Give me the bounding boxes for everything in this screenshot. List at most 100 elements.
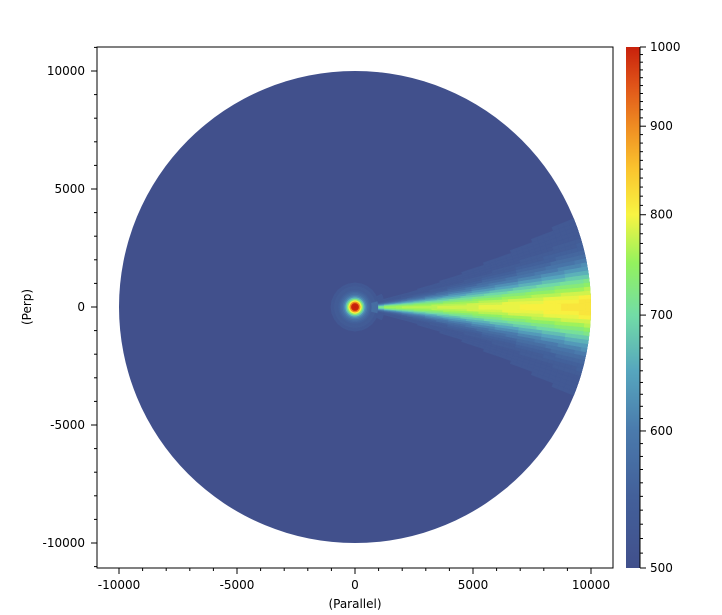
field-cell: [543, 309, 551, 315]
field-cell: [561, 302, 568, 308]
field-cell: [587, 268, 591, 275]
field-cell: [508, 306, 515, 311]
field-cell: [531, 300, 539, 305]
field-cell: [588, 335, 591, 342]
field-cell: [572, 314, 580, 320]
field-cell: [577, 227, 586, 235]
field-cell: [502, 303, 509, 308]
field-cell: [585, 351, 591, 358]
y-tick-label: -5000: [50, 418, 85, 432]
field-cell: [549, 299, 556, 304]
field-cell: [572, 306, 580, 312]
field-cell: [561, 299, 568, 304]
field-cell: [584, 355, 591, 362]
field-cell: [519, 312, 527, 317]
field-cells: [330, 216, 591, 398]
field-cell: [484, 306, 492, 310]
field-cell: [531, 306, 539, 311]
field-cell: [566, 310, 574, 315]
x-tick-label: -10000: [98, 578, 141, 592]
field-cell: [586, 260, 591, 267]
field-cell: [584, 314, 591, 320]
field-cell: [543, 303, 551, 308]
field-cell: [589, 327, 591, 333]
field-cell: [513, 306, 521, 311]
field-cell: [554, 295, 562, 301]
field-cell: [549, 310, 556, 315]
field-cell: [531, 303, 539, 308]
field-cell: [548, 316, 556, 322]
field-cell: [542, 316, 550, 321]
field-cell: [513, 309, 521, 314]
field-cell: [531, 312, 539, 317]
field-cell: [561, 306, 568, 312]
field-cell: [583, 359, 591, 366]
field-cell: [583, 322, 591, 328]
colorbar-tick-label: 900: [650, 119, 673, 133]
field-cell: [478, 306, 486, 310]
field-cell: [588, 272, 591, 279]
field-cell: [567, 306, 574, 312]
colorbar-tick-label: 800: [650, 208, 673, 222]
field-cell: [543, 306, 551, 311]
x-tick-label: 5000: [458, 578, 489, 592]
field-cell: [584, 318, 591, 324]
field-cell: [588, 331, 591, 337]
axes: -10000 -5000 0 5000 10000 -10000 -5000 0 5000 100…: [42, 46, 610, 592]
field-cell: [589, 323, 591, 329]
field-cell: [572, 294, 580, 300]
field-cell: [537, 303, 545, 308]
field-cell: [584, 294, 591, 300]
field-cell: [583, 248, 591, 255]
field-cell: [584, 298, 591, 304]
field-cell: [578, 318, 586, 324]
field-cell: [566, 295, 574, 300]
field-cell: [525, 306, 533, 311]
field-cell: [579, 231, 587, 239]
field-cell: [590, 306, 591, 312]
field-cell: [537, 306, 545, 311]
y-tick-label: 10000: [47, 64, 85, 78]
field-cell: [590, 293, 591, 300]
field-cell: [566, 314, 574, 319]
field-cell: [590, 289, 591, 295]
field-cell: [560, 313, 568, 319]
field-cell: [525, 309, 533, 314]
field-cell: [587, 339, 591, 346]
field-cell: [519, 306, 527, 311]
field-cell: [472, 306, 480, 310]
y-tick-label: 5000: [54, 182, 85, 196]
field-cell: [589, 281, 591, 287]
field-cell: [508, 303, 515, 308]
field-cell: [549, 306, 556, 311]
field-cell: [584, 252, 591, 259]
field-cell: [561, 310, 568, 315]
field-cell: [496, 306, 503, 310]
field-cell: [578, 306, 586, 312]
field-cell: [579, 375, 587, 383]
field-cell: [587, 264, 591, 271]
field-cell: [555, 303, 562, 308]
field-cell: [466, 306, 474, 310]
x-tick-label: 0: [351, 578, 359, 592]
field-cell: [590, 298, 591, 304]
field-cell: [576, 223, 585, 231]
field-cell: [580, 235, 588, 243]
field-cell: [572, 321, 580, 327]
field-cell: [588, 277, 591, 283]
field-cell: [519, 309, 527, 314]
field-cell: [572, 318, 580, 323]
field-cell: [581, 239, 590, 247]
field-cell: [582, 244, 591, 251]
field-cell: [496, 309, 503, 313]
field-cell: [584, 302, 591, 308]
field-cell: [525, 303, 533, 308]
colorbar: [626, 47, 640, 568]
field-cell: [507, 309, 515, 313]
field-cell: [513, 303, 521, 308]
field-cell: [549, 313, 556, 318]
colorbar-ticks: 500 600 700 800 900 1000: [640, 40, 681, 575]
field-cell: [554, 317, 562, 322]
field-cell: [566, 317, 574, 323]
